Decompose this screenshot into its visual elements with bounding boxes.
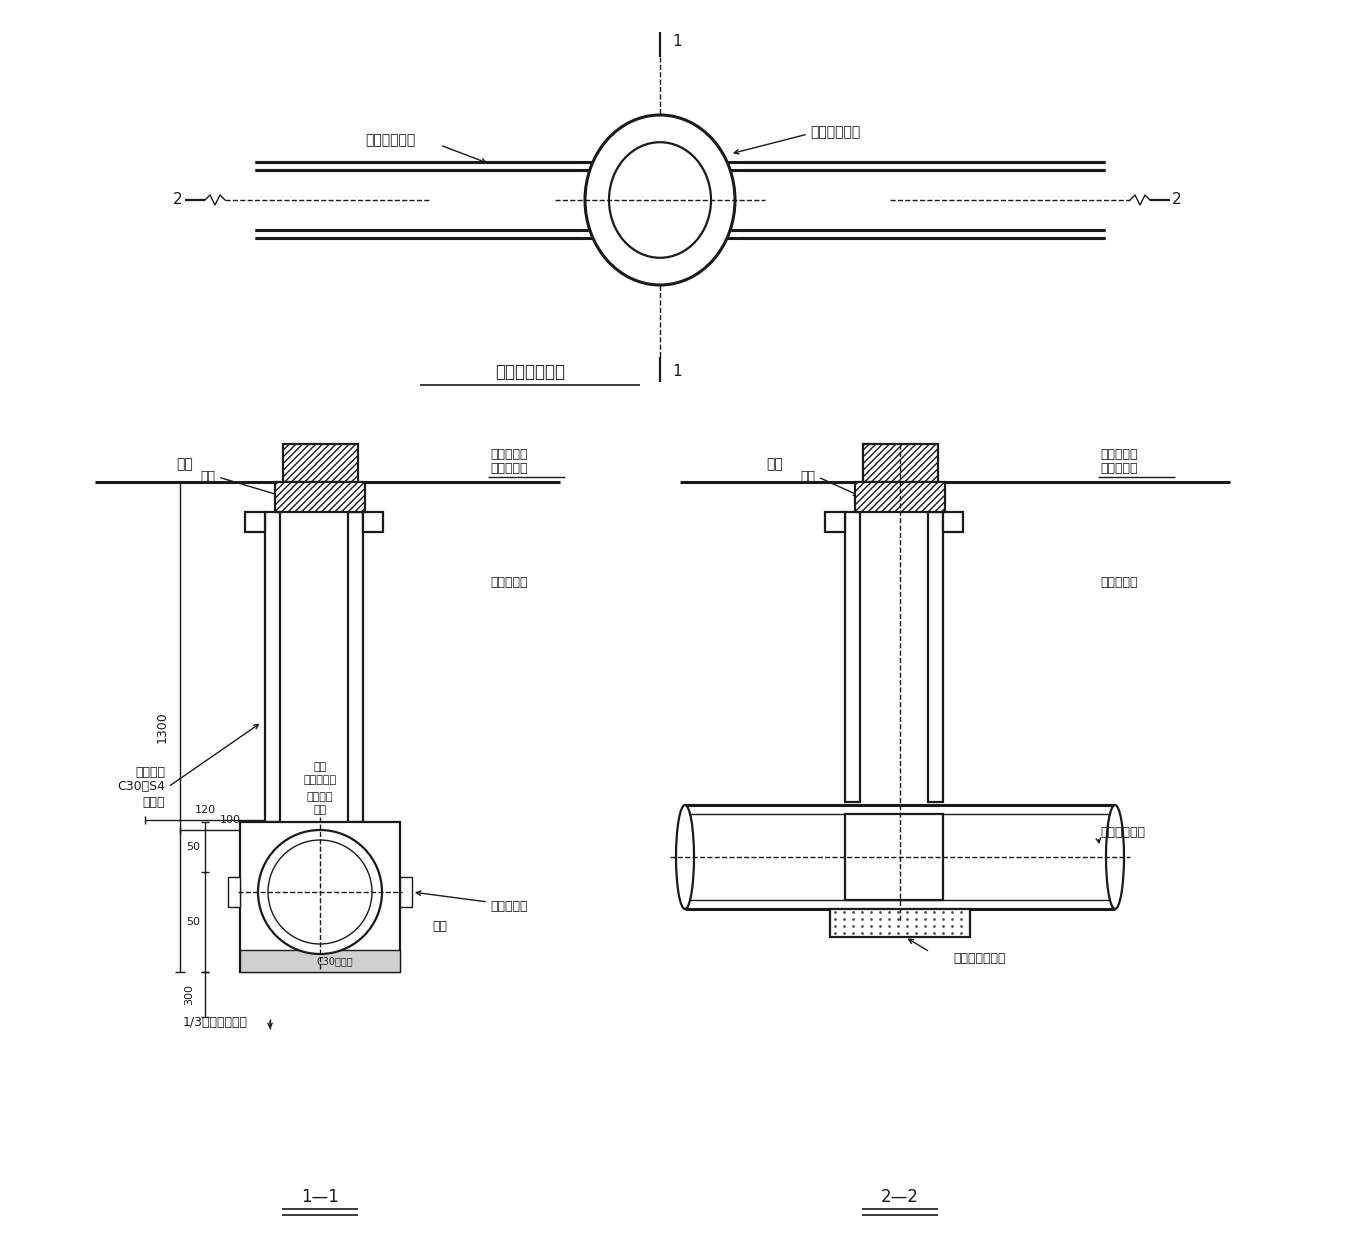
Text: 原管材钢筋: 原管材钢筋 — [490, 900, 528, 914]
Text: 基层上平面: 基层上平面 — [490, 462, 528, 476]
Bar — [239, 950, 400, 972]
Text: 50: 50 — [186, 916, 200, 926]
Circle shape — [258, 830, 382, 954]
Text: 凹槽: 凹槽 — [432, 920, 447, 934]
Ellipse shape — [585, 115, 734, 285]
Bar — [283, 444, 358, 482]
Text: 1/3排水管道外径: 1/3排水管道外径 — [182, 1015, 248, 1028]
Text: 沉管检查井基础: 沉管检查井基础 — [953, 953, 1006, 965]
Bar — [239, 823, 400, 972]
Bar — [845, 512, 860, 803]
Text: 沉管平面布置图: 沉管平面布置图 — [495, 363, 564, 381]
Bar — [845, 814, 942, 900]
Text: 路面: 路面 — [767, 457, 783, 471]
Bar — [928, 512, 942, 803]
Text: 50: 50 — [186, 843, 200, 853]
Ellipse shape — [609, 143, 711, 258]
Bar — [855, 482, 945, 512]
Text: 基层上平面: 基层上平面 — [1100, 462, 1137, 476]
Bar — [275, 482, 364, 512]
Bar — [400, 876, 412, 906]
Bar — [826, 512, 845, 532]
Text: C30混凝土: C30混凝土 — [317, 957, 354, 967]
Circle shape — [268, 840, 373, 944]
Text: 检查井接高: 检查井接高 — [490, 447, 528, 461]
Text: 1—1: 1—1 — [301, 1188, 339, 1206]
Text: 2: 2 — [173, 193, 184, 208]
Bar — [228, 876, 239, 906]
Text: 排水管道: 排水管道 — [307, 793, 333, 803]
Bar — [942, 512, 963, 532]
Text: 300: 300 — [184, 984, 194, 1005]
Text: 内径: 内径 — [313, 805, 326, 815]
Bar — [265, 512, 280, 823]
Text: 沉管: 沉管 — [313, 762, 326, 772]
Bar — [363, 512, 384, 532]
Text: 120: 120 — [194, 805, 216, 815]
Ellipse shape — [1106, 805, 1123, 909]
Text: 沉管式检查井: 沉管式检查井 — [811, 125, 861, 139]
Text: 沉管检查井: 沉管检查井 — [1100, 576, 1137, 588]
Text: C30、S4: C30、S4 — [117, 780, 165, 794]
Bar — [830, 909, 970, 936]
Text: 路面: 路面 — [177, 457, 193, 471]
Text: 盖板: 盖板 — [200, 471, 215, 483]
Bar — [862, 444, 937, 482]
Text: 1300: 1300 — [155, 711, 169, 742]
Text: 2: 2 — [1172, 193, 1182, 208]
Text: 沉管检查井: 沉管检查井 — [490, 576, 528, 588]
Text: 现有排水管道: 现有排水管道 — [1100, 825, 1145, 839]
Bar — [348, 512, 363, 823]
Text: 2—2: 2—2 — [881, 1188, 919, 1206]
Text: 1: 1 — [672, 364, 681, 379]
Text: 1: 1 — [672, 35, 681, 50]
Text: 混凝土: 混凝土 — [143, 795, 165, 809]
Text: 100: 100 — [219, 815, 241, 825]
Bar — [245, 512, 265, 532]
Text: 现有排水管道: 现有排水管道 — [364, 133, 415, 146]
Text: 盖板: 盖板 — [800, 471, 815, 483]
Text: 检查井接高: 检查井接高 — [1100, 447, 1137, 461]
Text: 检查井内径: 检查井内径 — [303, 775, 336, 785]
Text: 二次浇灌: 二次浇灌 — [135, 765, 165, 779]
Ellipse shape — [676, 805, 694, 909]
